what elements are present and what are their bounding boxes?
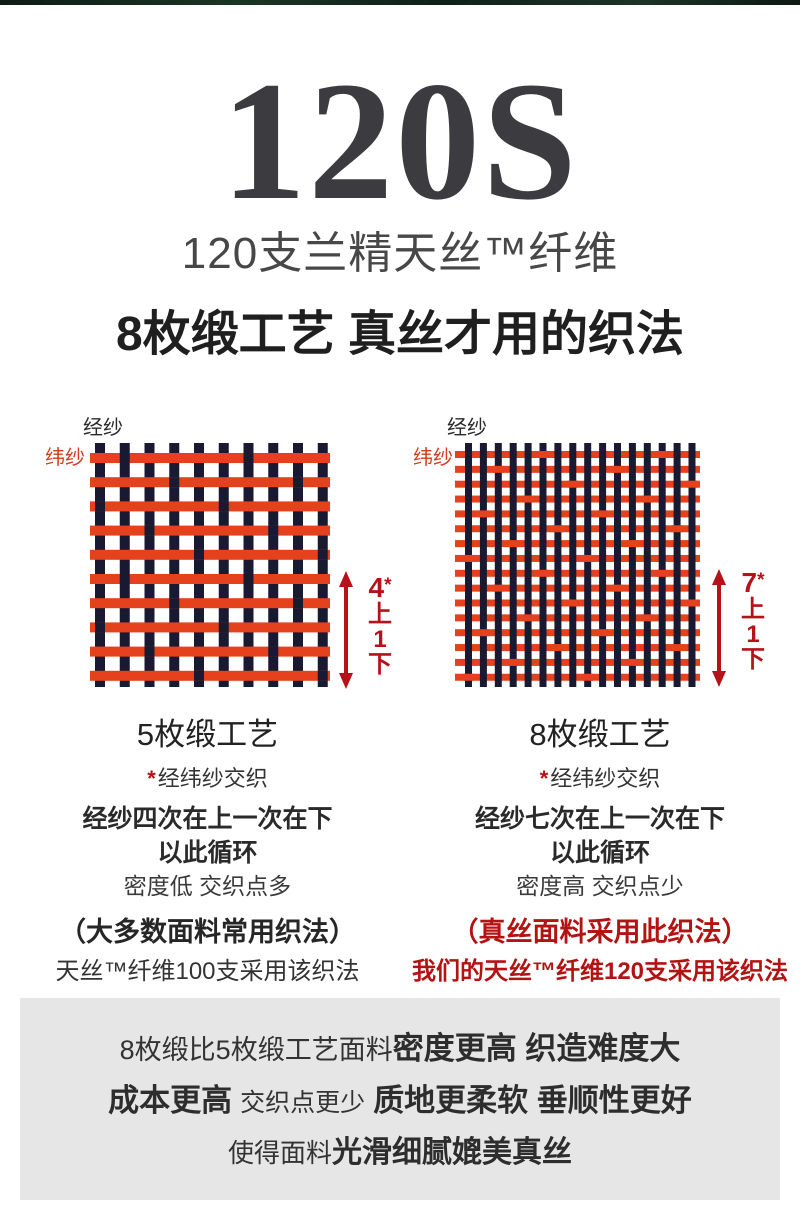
summary-text-bold: 光滑细腻媲美真丝 (332, 1136, 572, 1169)
caption-cycle-line: 以此循环 (549, 839, 650, 867)
warp-label: 经纱 (447, 417, 487, 439)
caption-8-harness: 8枚缎工艺 *经纬纱交织 经纱七次在上一次在下 以此循环 密度高 交织点少 （真… (400, 718, 800, 988)
summary-text-bold: 成本更高 (108, 1083, 233, 1118)
caption-rule-line: 经纱七次在上一次在下 (474, 805, 725, 833)
caption-density-line: 密度高 交织点少 (516, 873, 684, 899)
ratio-char-one: 1 (746, 621, 760, 648)
ratio-char-over: 上 (741, 596, 765, 623)
caption-cycle-line: 以此循环 (157, 839, 258, 867)
weave-grid-5-harness (90, 443, 330, 687)
ratio-char-under: 下 (368, 651, 392, 678)
summary-text: 8枚缎比5枚缎工艺面料 (119, 1035, 393, 1065)
summary-panel: 8枚缎比5枚缎工艺面料密度更高 织造难度大 成本更高 交织点更少 质地更柔软 垂顺性… (20, 998, 780, 1200)
caption-rule-line: 经纱四次在上一次在下 (82, 805, 333, 833)
summary-text: 使得面料 (227, 1138, 332, 1168)
section-heading: 8枚缎工艺 真丝才用的织法 (115, 308, 685, 361)
range-arrow-icon (339, 571, 353, 689)
yarn-count-title: 120S (221, 47, 579, 235)
caption-paren-line: （大多数面料常用织法） (59, 917, 356, 947)
summary-line-2: 成本更高 交织点更少 质地更柔软 垂顺性更好 (20, 1078, 780, 1130)
caption-5-harness: 5枚缎工艺 *经纬纱交织 经纱四次在上一次在下 以此循环 密度低 交织点多 （大… (15, 718, 400, 988)
weave-diagram-5-harness: 经纱 纬纱 4* 上 1 下 (45, 415, 400, 715)
range-arrow-icon (712, 569, 726, 687)
summary-line-3: 使得面料光滑细腻媲美真丝 (20, 1130, 780, 1181)
caption-note: *经纬纱交织 (400, 764, 800, 794)
caption-title: 5枚缎工艺 (136, 717, 279, 752)
summary-text: 交织点更少 (240, 1089, 366, 1117)
ratio-char-one: 1 (373, 626, 387, 653)
caption-note: *经纬纱交织 (15, 764, 400, 794)
summary-text-bold: 密度更高 织造难度大 (392, 1031, 681, 1066)
summary-text-bold: 质地更柔软 垂顺性更好 (373, 1083, 692, 1118)
weave-ratio-annotation: 4* 上 1 下 (358, 572, 402, 678)
ratio-char-over: 上 (368, 601, 392, 628)
ratio-char-under: 下 (741, 646, 765, 673)
caption-paren-line: （真丝面料采用此织法） (451, 917, 749, 947)
caption-title: 8枚缎工艺 (529, 717, 671, 752)
asterisk: * (147, 766, 156, 791)
ratio-value: 4 (368, 572, 385, 603)
weave-ratio-annotation: 7* 上 1 下 (731, 567, 775, 673)
fiber-subtitle: 120支兰精天丝™纤维 (181, 229, 619, 278)
warp-label: 经纱 (83, 417, 123, 439)
ratio-value: 7 (741, 567, 758, 598)
summary-line-1: 8枚缎比5枚缎工艺面料密度更高 织造难度大 (20, 1026, 780, 1078)
caption-note-text: 经纬纱交织 (157, 766, 268, 791)
weave-grid-8-harness (455, 443, 700, 687)
caption-usage-line: 天丝™纤维100支采用该织法 (55, 958, 360, 985)
asterisk: * (539, 766, 549, 791)
ratio-number: 7* (731, 567, 775, 597)
weft-label: 纬纱 (45, 447, 85, 469)
caption-usage-line: 我们的天丝™纤维120支采用该织法 (411, 958, 789, 985)
ratio-asterisk: * (384, 575, 392, 596)
weft-label: 纬纱 (413, 447, 453, 469)
top-divider (0, 0, 800, 5)
caption-note-text: 经纬纱交织 (550, 766, 661, 791)
ratio-number: 4* (358, 572, 402, 602)
ratio-asterisk: * (757, 570, 765, 591)
caption-density-line: 密度低 交织点多 (123, 873, 292, 899)
weave-diagram-8-harness: 经纱 纬纱 7* 上 1 下 (405, 415, 800, 715)
